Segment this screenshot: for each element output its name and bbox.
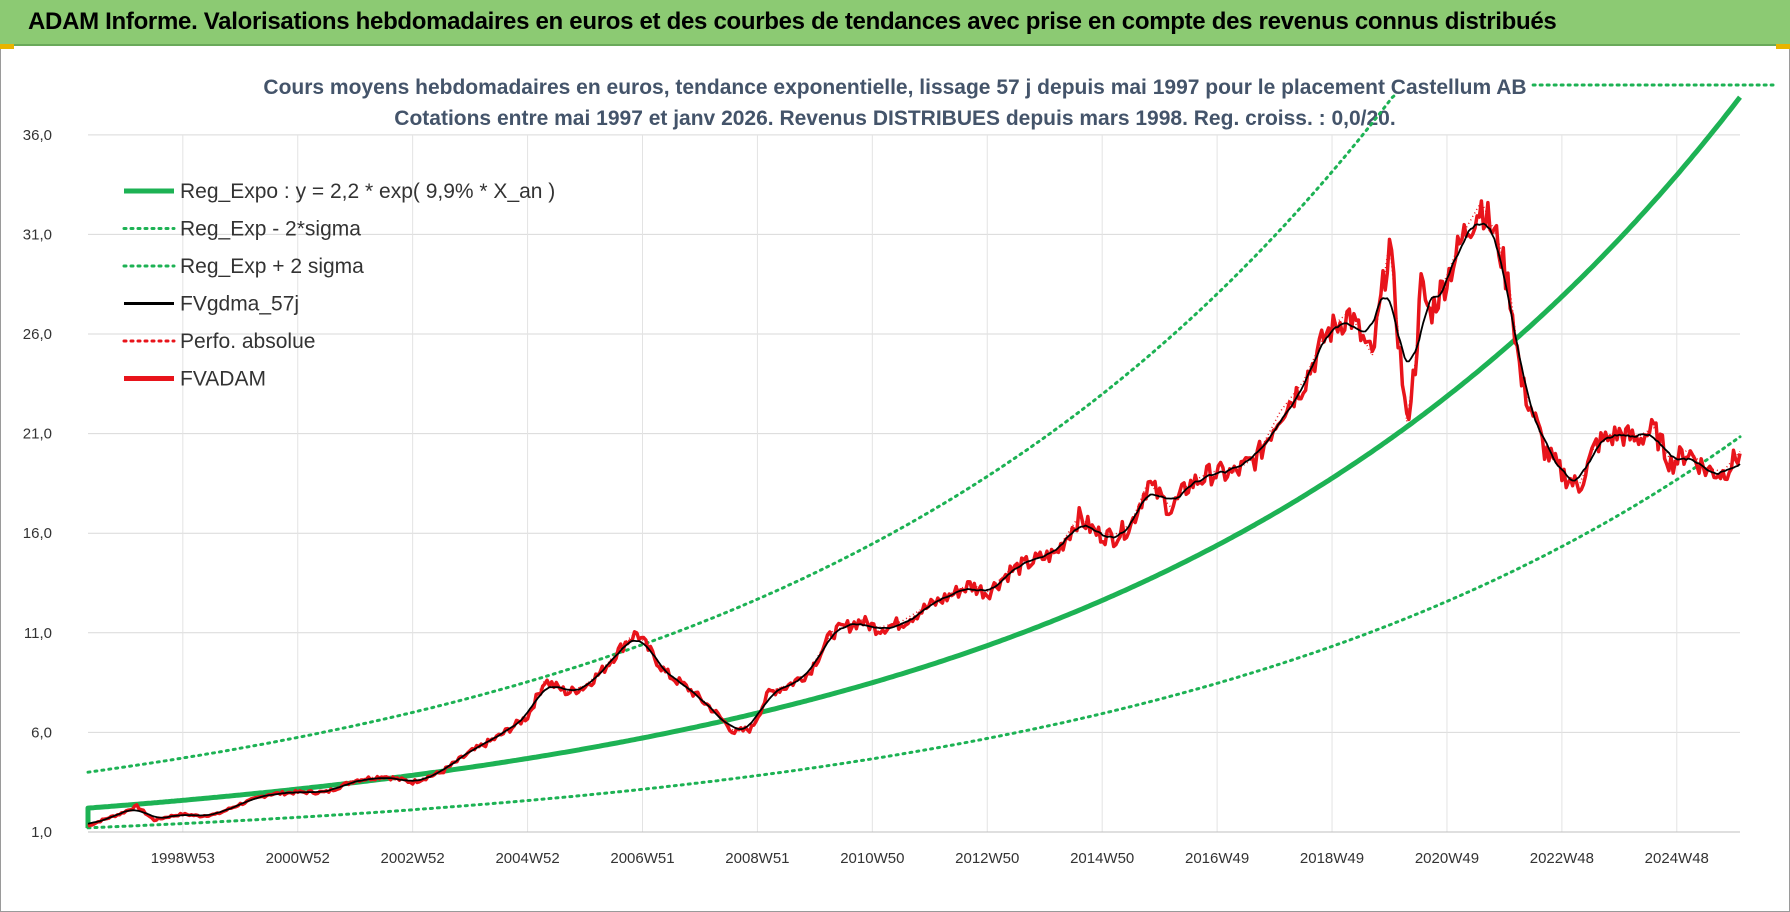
legend-label: FVADAM <box>180 368 266 391</box>
x-tick-label: 2022W48 <box>1530 850 1594 867</box>
x-tick-label: 2010W50 <box>840 850 904 867</box>
reg-exp-minus-2sigma-line <box>86 435 1742 830</box>
series-layer <box>85 83 1775 830</box>
x-tick-label: 1998W53 <box>151 850 215 867</box>
x-tick-label: 2014W50 <box>1070 850 1134 867</box>
y-tick-label: 1,0 <box>31 824 52 841</box>
x-tick-label: 2000W52 <box>266 850 330 867</box>
y-tick-label: 16,0 <box>23 525 52 542</box>
reg-expo-line <box>85 95 1742 828</box>
x-tick-label: 2008W51 <box>725 850 789 867</box>
chart-title-line2: Cotations entre mai 1997 et janv 2026. R… <box>394 107 1395 130</box>
grid-layer <box>88 134 1740 833</box>
y-tick-label: 26,0 <box>23 326 52 343</box>
chart-title-line1: Cours moyens hebdomadaires en euros, ten… <box>263 76 1526 99</box>
corner-marker-right <box>1776 44 1790 49</box>
x-tick-label: 2006W51 <box>610 850 674 867</box>
x-tick-label: 2004W52 <box>495 850 559 867</box>
legend-label: Reg_Exp - 2*sigma <box>180 218 361 241</box>
x-tick-label: 2024W48 <box>1645 850 1709 867</box>
legend-label: Reg_Exp + 2 sigma <box>180 255 364 278</box>
y-tick-label: 21,0 <box>23 426 52 443</box>
y-tick-label: 11,0 <box>24 625 52 642</box>
x-tick-label: 2002W52 <box>381 850 445 867</box>
fvgdma-57j-line <box>87 222 1741 825</box>
y-tick-label: 6,0 <box>31 724 52 741</box>
x-tick-label: 2018W49 <box>1300 850 1364 867</box>
axis-layer: Cours moyens hebdomadaires en euros, ten… <box>23 76 1740 867</box>
legend: Reg_Expo : y = 2,2 * exp( 9,9% * X_an ) R… <box>122 180 555 391</box>
legend-label: Reg_Expo : y = 2,2 * exp( 9,9% * X_an ) <box>180 180 555 203</box>
y-tick-label: 36,0 <box>23 127 52 144</box>
report-header: ADAM Informe. Valorisations hebdomadaire… <box>0 0 1790 46</box>
x-tick-label: 2016W49 <box>1185 850 1249 867</box>
legend-label: Perfo. absolue <box>180 330 315 353</box>
corner-marker-left <box>0 44 14 49</box>
x-tick-label: 2012W50 <box>955 850 1019 867</box>
x-tick-label: 2020W49 <box>1415 850 1479 867</box>
page-title: ADAM Informe. Valorisations hebdomadaire… <box>28 8 1557 35</box>
legend-label: FVgdma_57j <box>180 293 299 316</box>
y-tick-label: 31,0 <box>23 226 52 243</box>
